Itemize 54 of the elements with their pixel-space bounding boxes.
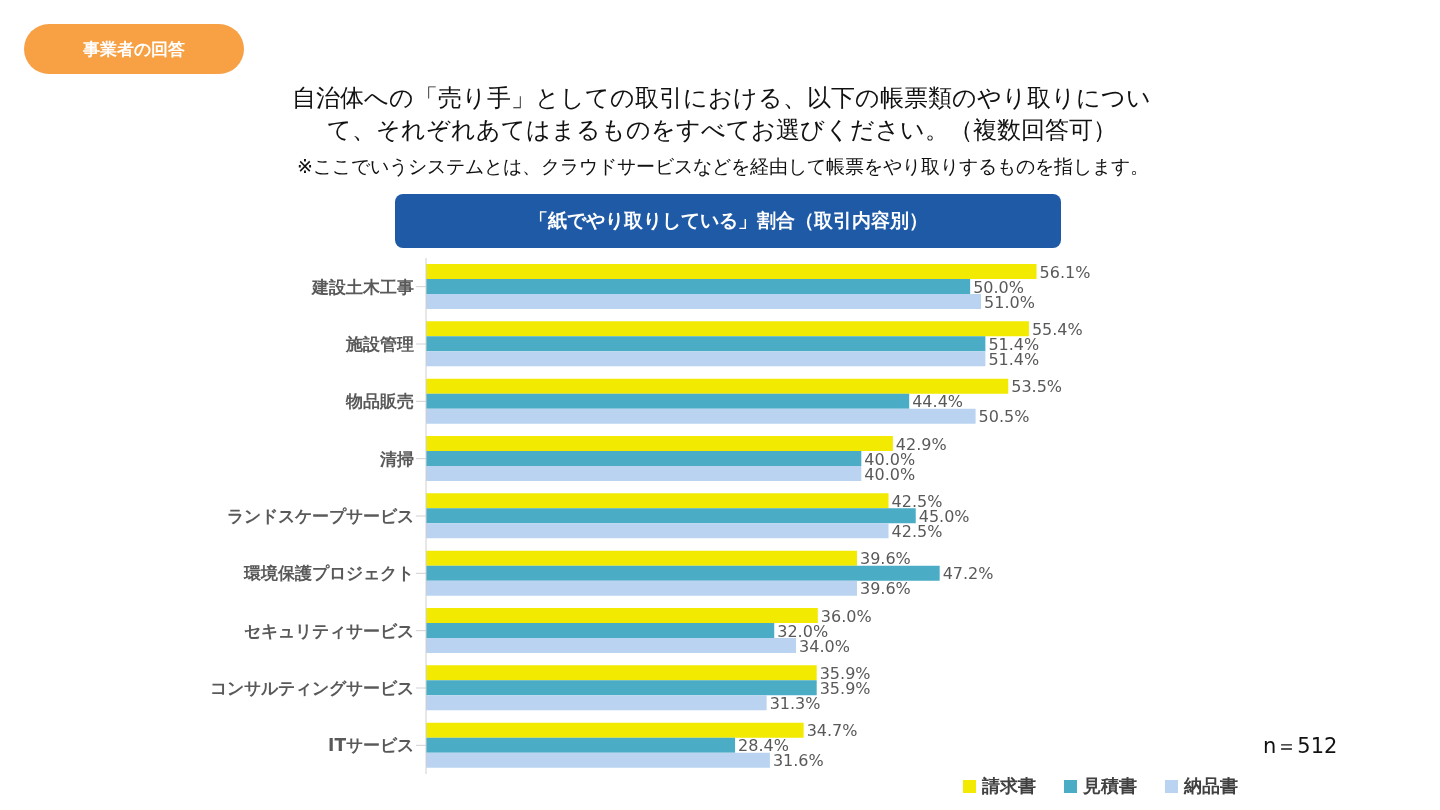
data-label: 34.7% [806,721,858,741]
data-label: 53.5% [1011,377,1063,397]
bar [426,695,767,711]
bar [426,336,986,352]
y-tick-label: コンサルティングサービス [210,678,414,699]
y-tick-label: 清掃 [379,448,414,469]
data-label: 56.1% [1039,262,1091,282]
y-tick-label: 物品販売 [345,391,414,412]
bar [426,665,817,681]
chart-subtitle: ※ここでいうシステムとは、クラウドサービスなどを経由して帳票をやり取りするものを指します。 [296,154,1150,179]
y-tick-label: ITサービス [328,735,414,756]
bar [426,550,857,566]
y-tick-label: セキュリティサービス [244,620,414,641]
bar [426,264,1037,279]
legend-label: 納品書 [1182,774,1238,798]
legend-label: 請求書 [980,774,1036,798]
bar [426,580,857,596]
chart-title: 自治体への「売り手」としての取引における、以下の帳票類のやり取りについて、それぞれあてはまるものをすべてお選びください。（複数回答可） [291,83,1153,146]
bar [426,523,889,539]
bar [426,279,971,294]
bar [426,680,817,696]
y-tick-label: ランドスケープサービス [227,506,414,527]
bar [426,408,976,424]
legend-label: 見積書 [1081,774,1137,798]
y-tick-label: 環境保護プロジェクト [243,563,414,584]
text: 「紙でやり取りしている」割合（取引内容別） [395,194,1061,248]
y-tick-label: 施設管理 [345,334,414,355]
bar [426,722,804,738]
bar [426,565,940,581]
bar [426,321,1029,337]
bar [426,752,770,768]
data-label: 50.5% [978,407,1030,427]
bar [426,608,818,623]
data-label: 47.2% [942,564,994,584]
bar [426,436,893,451]
y-tick-label: 建設土木工事 [310,276,414,297]
text: n＝512 [1263,733,1338,760]
data-label: 44.4% [912,392,964,412]
bar [426,623,775,638]
data-label: 39.6% [859,549,911,569]
bar [426,378,1009,394]
text: 事業者の回答 [24,24,244,74]
bar [426,393,910,409]
bar [426,466,862,481]
bar [426,451,862,466]
data-label: 31.3% [769,693,821,713]
data-label: 39.6% [859,579,911,599]
bar [426,493,889,509]
bar [426,508,916,524]
bar [426,294,982,309]
bar [426,638,797,653]
bar [426,351,986,367]
data-label: 31.6% [772,751,824,771]
bar [426,737,736,753]
